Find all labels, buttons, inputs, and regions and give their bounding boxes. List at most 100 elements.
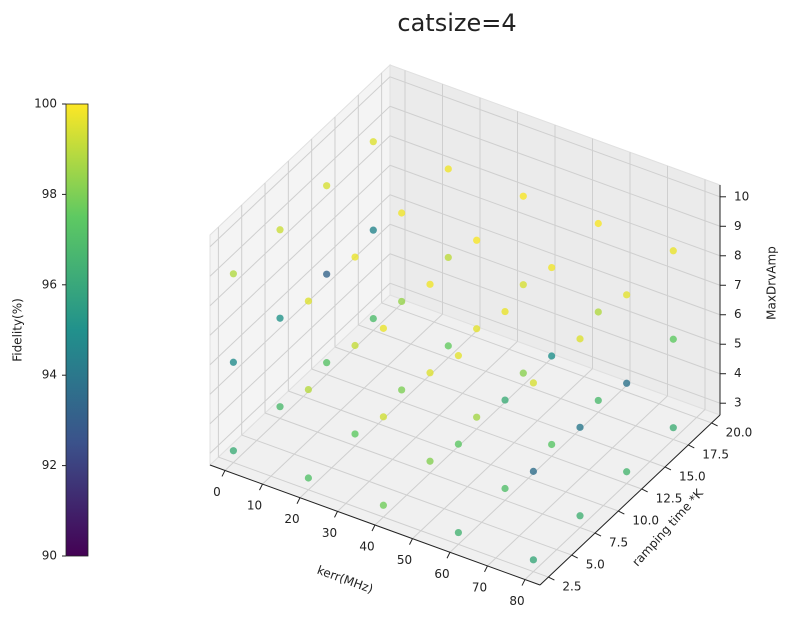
grid-line: [209, 223, 391, 395]
x-tick-label: 0: [213, 485, 221, 499]
grid-line: [389, 76, 721, 198]
grid-line: [241, 434, 572, 556]
chart-title: catsize=4: [397, 9, 516, 37]
point: [369, 226, 377, 234]
grid-line: [389, 105, 721, 227]
point: [379, 324, 387, 332]
grid-line: [209, 164, 391, 336]
point: [473, 413, 481, 421]
grid-line: [209, 105, 391, 277]
point: [623, 379, 631, 387]
point: [369, 315, 377, 323]
point: [379, 413, 387, 421]
x-tick-label: 50: [397, 553, 412, 567]
point: [229, 447, 237, 455]
point: [276, 403, 284, 411]
point: [594, 219, 602, 228]
point: [351, 253, 359, 261]
grid-line: [412, 368, 593, 539]
y-tick-label: 7.5: [609, 536, 628, 550]
point: [501, 396, 509, 404]
z-tick-label: 6: [734, 307, 742, 321]
y-tick: [688, 444, 695, 449]
grid-line: [389, 135, 721, 257]
point: [669, 247, 677, 255]
point: [594, 396, 602, 405]
x-tick-label: 30: [322, 526, 337, 540]
colorbar-tick-label: 92: [42, 458, 57, 472]
colorbar-tick-label: 98: [42, 187, 57, 201]
grid-line: [389, 253, 721, 375]
point: [623, 468, 631, 476]
grid-line: [389, 223, 721, 345]
grid-line: [262, 313, 443, 485]
x-tick: [371, 524, 376, 532]
grid-line: [209, 282, 391, 454]
x-tick-label: 40: [359, 540, 374, 554]
point: [444, 165, 452, 173]
y-tick: [594, 532, 602, 537]
grid-line: [209, 253, 391, 425]
point: [473, 236, 481, 244]
x-tick: [446, 552, 451, 559]
x-tick-label: 20: [284, 512, 299, 526]
x-tick-label: 70: [472, 580, 487, 594]
grid-line: [218, 456, 549, 578]
grid-line: [224, 300, 406, 471]
z-tick-label: 10: [734, 189, 749, 203]
y-axis: [539, 414, 721, 586]
point: [398, 209, 406, 217]
x-axis-label: kerr(MHz): [315, 563, 375, 596]
point: [669, 335, 677, 343]
y-tick: [618, 510, 625, 515]
grid-line: [209, 135, 391, 307]
colorbar-tick-label: 90: [42, 549, 57, 563]
point: [398, 386, 406, 394]
x-tick: [484, 565, 488, 573]
grid-line: [209, 76, 391, 248]
z-tick-label: 7: [734, 278, 742, 292]
x-tick-label: 10: [247, 499, 262, 513]
x-tick: [409, 538, 413, 545]
grid-line: [209, 194, 391, 366]
point: [623, 291, 631, 299]
point: [548, 440, 556, 449]
point: [454, 352, 462, 360]
point: [351, 341, 359, 350]
point: [304, 474, 312, 482]
point: [276, 314, 284, 322]
y-tick-label: 5.0: [586, 558, 605, 572]
x-tick: [296, 497, 301, 504]
grid-line: [299, 327, 481, 499]
grid-line: [288, 390, 619, 512]
point: [323, 270, 331, 278]
y-tick: [641, 488, 648, 493]
point: [426, 280, 434, 288]
grid-line: [264, 412, 596, 534]
point: [529, 467, 537, 475]
point: [594, 308, 602, 316]
point: [529, 556, 537, 564]
point: [501, 484, 509, 493]
z-tick-label: 4: [734, 366, 742, 380]
x-tick: [334, 511, 338, 518]
point: [576, 335, 584, 343]
x-axis: [209, 464, 541, 586]
grid-line: [449, 381, 631, 553]
point: [323, 359, 331, 367]
grid-line: [381, 302, 712, 424]
z-tick-label: 3: [734, 396, 742, 410]
grid-line: [337, 341, 518, 512]
x-tick: [221, 470, 226, 477]
point: [548, 263, 556, 272]
colorbar-tick-label: 94: [42, 368, 57, 382]
grid-line: [389, 282, 721, 404]
y-tick: [571, 554, 578, 559]
y-tick-label: 12.5: [656, 491, 683, 505]
point: [548, 352, 556, 360]
z-axis-label: MaxDrvAmp: [765, 246, 779, 320]
x-tick-label: 60: [434, 567, 449, 581]
point: [369, 138, 377, 146]
grid-line: [389, 164, 721, 286]
